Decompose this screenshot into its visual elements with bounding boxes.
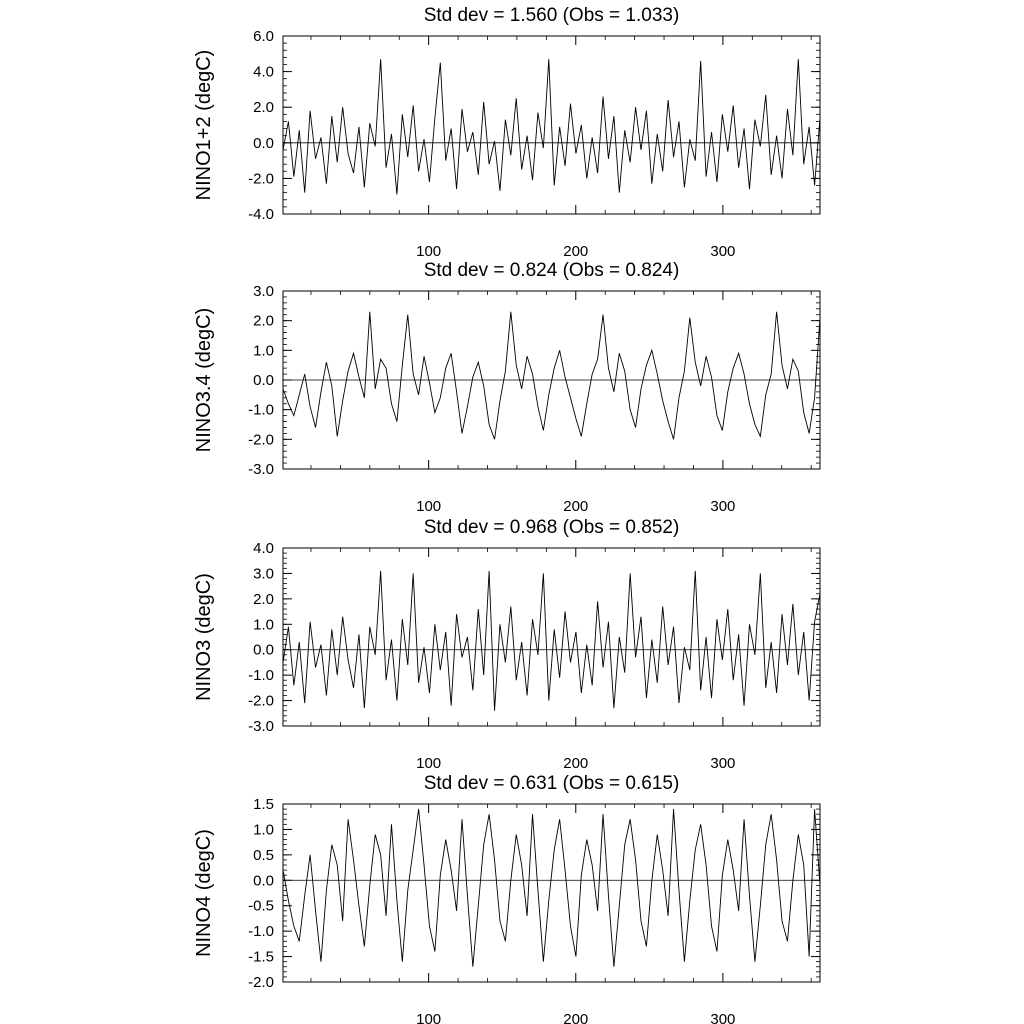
series-line — [282, 59, 821, 195]
panel-title: Std dev = 1.560 (Obs = 1.033) — [424, 5, 680, 26]
y-tick-label: -4.0 — [248, 206, 274, 223]
panel-title: Std dev = 0.824 (Obs = 0.824) — [424, 260, 680, 281]
y-tick-label: 4.0 — [253, 540, 274, 557]
panel-3: 4.0 3.0 2.0 1.0 0.0 -1.0 -2.0 -3.0 100 200 300 Std … — [193, 517, 821, 772]
y-tick-label: 0.5 — [253, 847, 274, 864]
panel-title: Std dev = 0.968 (Obs = 0.852) — [424, 517, 680, 538]
y-tick-label: 2.0 — [253, 591, 274, 608]
x-tick-label: 300 — [710, 243, 735, 260]
y-tick-label: -3.0 — [248, 461, 274, 478]
y-axis-label: NINO4 (degC) — [193, 829, 215, 957]
y-tick-label: 0.0 — [253, 642, 274, 659]
x-tick-label: 300 — [710, 755, 735, 772]
y-tick-label: -2.0 — [248, 431, 274, 448]
y-tick-label: 6.0 — [253, 28, 274, 45]
y-axis-label: NINO3.4 (degC) — [193, 308, 215, 453]
y-tick-label: 1.0 — [253, 342, 274, 359]
series-line — [282, 570, 821, 711]
panel-2: 3.0 2.0 1.0 0.0 -1.0 -2.0 -3.0 100 200 300 Std dev… — [193, 260, 821, 515]
y-tick-label: 3.0 — [253, 283, 274, 300]
panel-1: 6.0 4.0 2.0 0.0 -2.0 -4.0 100 200 300 Std dev = 1… — [193, 5, 821, 260]
y-tick-label: 2.0 — [253, 313, 274, 330]
x-tick-label: 100 — [416, 243, 441, 260]
y-tick-label: 0.0 — [253, 872, 274, 889]
y-tick-label: 1.0 — [253, 616, 274, 633]
plot-frame — [282, 803, 821, 983]
y-tick-label: 1.5 — [253, 796, 274, 813]
y-tick-label: -1.0 — [248, 667, 274, 684]
y-tick-label: -0.5 — [248, 898, 274, 915]
x-tick-label: 200 — [563, 498, 588, 515]
x-tick-label: 100 — [416, 1011, 441, 1024]
y-axis-label: NINO3 (degC) — [193, 573, 215, 701]
panel-title: Std dev = 0.631 (Obs = 0.615) — [424, 773, 680, 794]
x-tick-label: 200 — [563, 755, 588, 772]
x-tick-label: 300 — [710, 498, 735, 515]
y-tick-label: -2.0 — [248, 170, 274, 187]
x-tick-label: 200 — [563, 1011, 588, 1024]
y-tick-label: -1.5 — [248, 949, 274, 966]
y-tick-label: -2.0 — [248, 974, 274, 991]
y-axis-label: NINO1+2 (degC) — [193, 50, 215, 201]
y-tick-label: 2.0 — [253, 99, 274, 116]
y-tick-label: -3.0 — [248, 718, 274, 735]
y-tick-label: -2.0 — [248, 693, 274, 710]
x-tick-label: 100 — [416, 498, 441, 515]
y-tick-label: -1.0 — [248, 923, 274, 940]
y-tick-label: -1.0 — [248, 402, 274, 419]
series-line — [282, 809, 821, 967]
plot-frame — [282, 547, 821, 727]
y-tick-label: 1.0 — [253, 821, 274, 838]
x-tick-label: 200 — [563, 243, 588, 260]
x-tick-label: 300 — [710, 1011, 735, 1024]
y-tick-label: 0.0 — [253, 135, 274, 152]
panel-4: 1.5 1.0 0.5 0.0 -0.5 -1.0 -1.5 -2.0 100 200 300 Std… — [193, 773, 821, 1024]
y-tick-label: 4.0 — [253, 64, 274, 81]
plot-frame — [282, 35, 821, 215]
x-tick-label: 100 — [416, 755, 441, 772]
y-tick-label: 0.0 — [253, 372, 274, 389]
series-line — [282, 311, 821, 440]
y-tick-label: 3.0 — [253, 565, 274, 582]
